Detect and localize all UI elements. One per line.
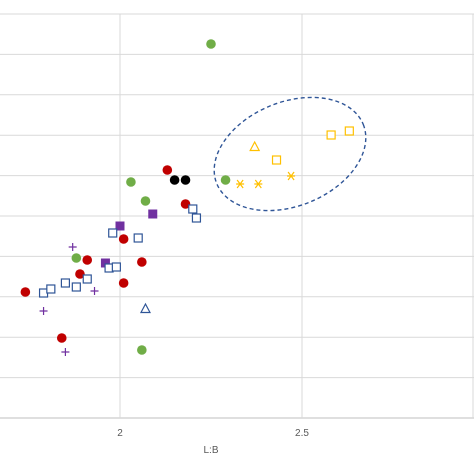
circle-marker [126, 177, 136, 187]
circle-marker [75, 269, 85, 279]
open-square-marker [46, 284, 56, 294]
asterisk-marker [236, 179, 245, 189]
circle-marker [220, 175, 231, 185]
open-triangle-marker [249, 140, 261, 152]
circle-marker [118, 278, 129, 288]
open-triangle-marker [139, 302, 151, 314]
circle-marker [137, 257, 147, 267]
open-square-marker [111, 262, 121, 272]
x-tick-label: 2.5 [295, 428, 309, 439]
open-square-marker [191, 213, 202, 223]
grid-lines [0, 13, 474, 419]
open-square-marker [188, 204, 198, 214]
x-axis-tick-labels: 2 2.5 [117, 428, 309, 439]
x-tick-label: 2 [117, 428, 123, 439]
asterisk-marker [254, 179, 263, 189]
open-square-marker [344, 126, 354, 136]
x-axis-title: L:B [203, 445, 218, 456]
open-square-marker [326, 130, 336, 140]
data-points [20, 39, 354, 356]
circle-marker [118, 234, 129, 244]
asterisk-marker [287, 171, 296, 181]
circle-marker [140, 196, 151, 206]
circle-marker [180, 199, 191, 209]
open-square-marker [82, 274, 92, 284]
circle-marker [137, 345, 147, 355]
circle-marker [82, 255, 93, 265]
highlight-ellipse [213, 96, 367, 212]
circle-marker [56, 333, 67, 343]
plus-marker [39, 307, 48, 315]
square-marker [148, 209, 158, 219]
open-square-marker [71, 282, 81, 292]
circle-marker [71, 253, 82, 263]
open-square-marker [60, 278, 71, 288]
circle-marker [180, 175, 191, 185]
plus-marker [68, 243, 77, 251]
open-square-marker [133, 233, 143, 243]
circle-marker [20, 287, 31, 297]
plus-marker [90, 287, 99, 295]
highlight-ellipse-group [213, 96, 367, 212]
plus-marker [61, 348, 70, 356]
circle-marker [206, 39, 216, 49]
open-square-marker [271, 155, 282, 165]
circle-marker [162, 165, 173, 175]
square-marker [115, 221, 125, 231]
open-square-marker [108, 228, 118, 238]
circle-marker [169, 175, 180, 185]
square-marker [100, 258, 110, 268]
